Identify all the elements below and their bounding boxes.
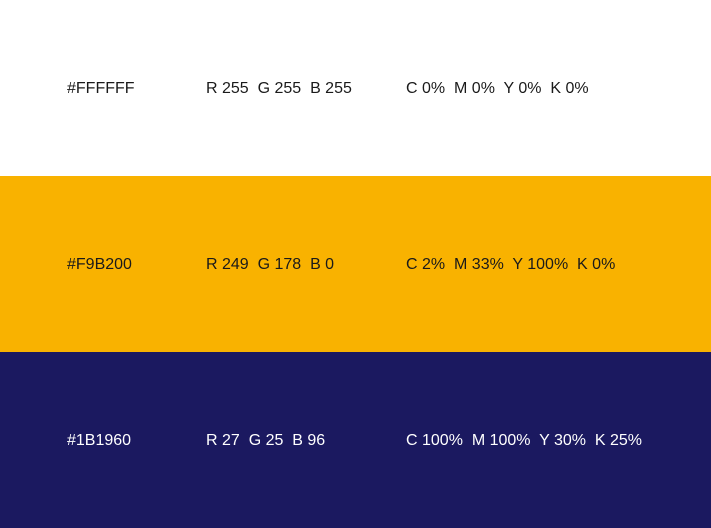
rgb-values: R 249 G 178 B 0 — [206, 256, 335, 273]
hex-code: #F9B200 — [67, 256, 132, 273]
cmyk-values: C 100% M 100% Y 30% K 25% — [406, 432, 642, 449]
hex-code: #1B1960 — [67, 432, 132, 449]
hex-code: #FFFFFF — [67, 80, 135, 97]
rgb-values: R 255 G 255 B 255 — [206, 80, 352, 97]
color-swatch-navy: #1B1960 R 27 G 25 B 96 C 100% M 100% Y 3… — [0, 352, 711, 528]
rgb-values: R 27 G 25 B 96 — [206, 432, 326, 449]
color-swatch-yellow: #F9B200 R 249 G 178 B 0 C 2% M 33% Y 100… — [0, 176, 711, 352]
color-swatch-white: #FFFFFF R 255 G 255 B 255 C 0% M 0% Y 0%… — [0, 0, 711, 176]
cmyk-values: C 2% M 33% Y 100% K 0% — [406, 256, 616, 273]
cmyk-values: C 0% M 0% Y 0% K 0% — [406, 80, 589, 97]
